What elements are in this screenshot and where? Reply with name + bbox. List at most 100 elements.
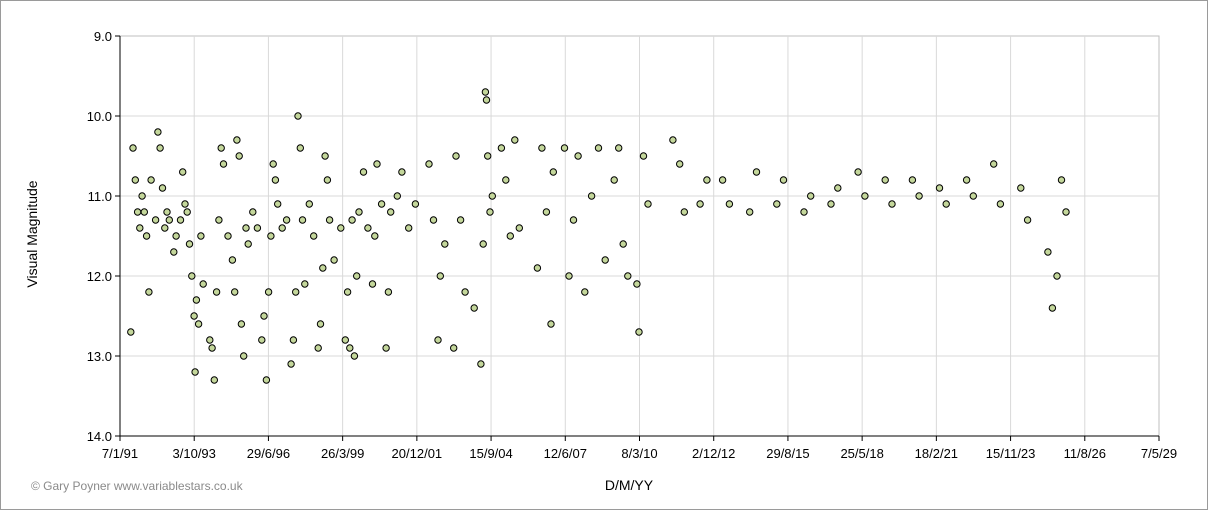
x-tick-label: 29/6/96 bbox=[247, 446, 290, 461]
x-tick-label: 2/12/12 bbox=[692, 446, 735, 461]
data-point bbox=[1057, 176, 1066, 184]
data-point bbox=[287, 360, 295, 368]
y-tick-label: 9.0 bbox=[94, 29, 112, 44]
data-point bbox=[861, 192, 869, 200]
data-point bbox=[179, 168, 187, 176]
data-point bbox=[368, 280, 377, 288]
data-point bbox=[188, 272, 196, 280]
data-point bbox=[962, 176, 971, 184]
data-point bbox=[151, 216, 160, 224]
x-tick-label: 15/11/23 bbox=[986, 446, 1036, 461]
data-point bbox=[176, 216, 185, 224]
data-point bbox=[161, 224, 169, 232]
data-points bbox=[127, 88, 1070, 384]
data-point bbox=[547, 320, 555, 328]
data-point bbox=[235, 152, 243, 160]
data-point bbox=[773, 200, 781, 208]
data-point bbox=[154, 128, 162, 136]
data-point bbox=[348, 216, 356, 224]
data-point bbox=[194, 320, 203, 328]
data-point bbox=[294, 112, 302, 120]
data-point bbox=[484, 152, 492, 160]
data-point bbox=[314, 344, 322, 352]
x-axis-title: D/M/YY bbox=[605, 477, 654, 493]
data-point bbox=[703, 176, 711, 184]
x-tick-label: 7/1/91 bbox=[102, 446, 138, 461]
data-point bbox=[436, 272, 444, 280]
data-point bbox=[452, 152, 460, 160]
data-point bbox=[233, 136, 241, 144]
data-point bbox=[461, 288, 469, 296]
data-point bbox=[393, 192, 401, 200]
data-point bbox=[305, 200, 313, 208]
data-point bbox=[249, 208, 257, 216]
data-point bbox=[725, 200, 734, 208]
x-tick-label: 20/12/01 bbox=[392, 446, 443, 461]
data-point bbox=[262, 376, 271, 384]
y-tick-label: 13.0 bbox=[87, 349, 112, 364]
data-point bbox=[228, 256, 237, 264]
data-point bbox=[147, 176, 155, 184]
data-point bbox=[827, 200, 835, 208]
data-point bbox=[384, 288, 393, 296]
data-point bbox=[746, 208, 754, 216]
data-point bbox=[129, 144, 137, 152]
data-point bbox=[1053, 272, 1061, 280]
data-point bbox=[574, 152, 582, 160]
data-point bbox=[387, 208, 395, 216]
data-point bbox=[497, 144, 506, 152]
data-point bbox=[669, 136, 677, 144]
credit-text: © Gary Poyner www.variablestars.co.uk bbox=[31, 479, 244, 493]
data-point bbox=[165, 216, 174, 224]
data-point bbox=[215, 216, 223, 224]
data-point bbox=[888, 200, 896, 208]
data-point bbox=[560, 144, 569, 152]
data-point bbox=[133, 208, 142, 216]
data-point bbox=[127, 328, 135, 336]
data-point bbox=[217, 144, 225, 152]
x-tick-label: 11/8/26 bbox=[1064, 446, 1106, 461]
data-point bbox=[298, 216, 307, 224]
data-point bbox=[635, 328, 643, 336]
data-point bbox=[258, 336, 266, 344]
data-point bbox=[138, 192, 146, 200]
data-point bbox=[341, 336, 349, 344]
data-point bbox=[199, 280, 207, 288]
data-point bbox=[486, 208, 494, 216]
data-point bbox=[676, 160, 684, 168]
x-tick-label: 29/8/15 bbox=[766, 446, 809, 461]
data-point bbox=[269, 160, 277, 168]
y-axis-title: Visual Magnitude bbox=[24, 180, 40, 287]
data-point bbox=[181, 200, 189, 208]
data-point bbox=[996, 200, 1005, 208]
data-point bbox=[482, 96, 491, 104]
data-point bbox=[377, 200, 386, 208]
data-point bbox=[515, 224, 523, 232]
data-point bbox=[325, 216, 334, 224]
data-point bbox=[969, 192, 977, 200]
data-point bbox=[190, 312, 198, 320]
data-point bbox=[405, 224, 413, 232]
data-point bbox=[192, 296, 201, 304]
data-point bbox=[301, 280, 309, 288]
data-point bbox=[1048, 304, 1057, 312]
data-point bbox=[511, 136, 519, 144]
data-point bbox=[915, 192, 923, 200]
x-tick-label: 25/5/18 bbox=[840, 446, 883, 461]
data-point bbox=[594, 144, 603, 152]
data-point bbox=[289, 336, 298, 344]
data-point bbox=[942, 200, 950, 208]
data-point bbox=[296, 144, 304, 152]
data-point bbox=[615, 144, 623, 152]
data-point bbox=[456, 216, 465, 224]
data-point bbox=[441, 240, 449, 248]
data-point bbox=[282, 216, 291, 224]
data-point bbox=[343, 288, 352, 296]
data-point bbox=[242, 224, 250, 232]
data-point bbox=[624, 272, 632, 280]
data-point bbox=[450, 344, 458, 352]
data-point bbox=[696, 200, 704, 208]
data-point bbox=[224, 232, 232, 240]
data-point bbox=[292, 288, 300, 296]
